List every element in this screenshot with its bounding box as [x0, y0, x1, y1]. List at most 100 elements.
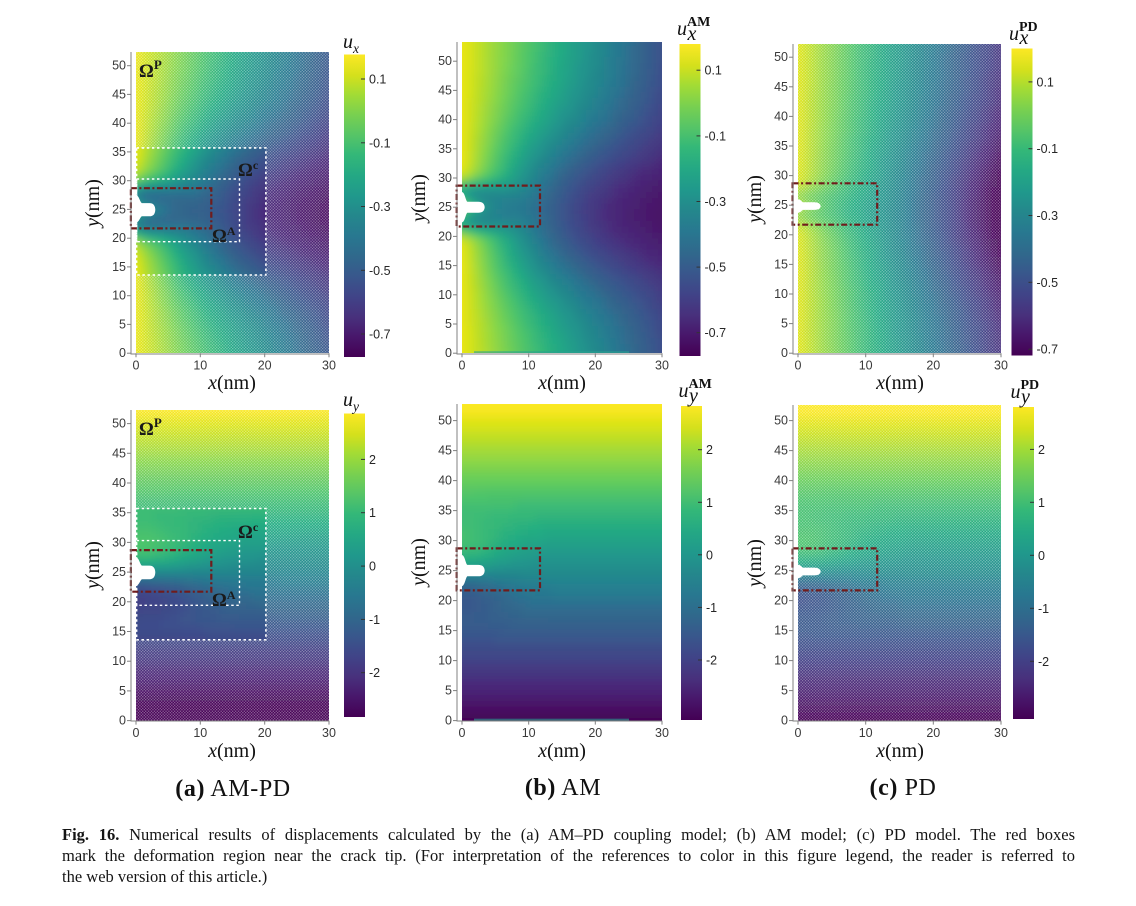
svg-text:50: 50 — [438, 54, 452, 68]
svg-text:15: 15 — [438, 259, 452, 273]
svg-text:15: 15 — [112, 625, 126, 639]
svg-text:40: 40 — [774, 109, 788, 123]
svg-text:20: 20 — [112, 231, 126, 245]
svg-text:-0.1: -0.1 — [1037, 142, 1059, 156]
svg-text:-2: -2 — [1038, 655, 1049, 669]
svg-text:40: 40 — [438, 113, 452, 127]
svg-text:20: 20 — [588, 359, 602, 373]
svg-text:0: 0 — [459, 359, 466, 373]
svg-text:20: 20 — [258, 359, 272, 373]
svg-text:20: 20 — [774, 228, 788, 242]
svg-text:20: 20 — [438, 594, 452, 608]
svg-text:20: 20 — [112, 595, 126, 609]
svg-text:10: 10 — [438, 654, 452, 668]
svg-text:5: 5 — [119, 317, 126, 331]
svg-text:uPD: uPD — [1011, 378, 1040, 403]
svg-text:-1: -1 — [369, 613, 380, 627]
svg-text:30: 30 — [994, 359, 1008, 373]
svg-text:45: 45 — [112, 446, 126, 460]
svg-text:15: 15 — [112, 260, 126, 274]
svg-text:30: 30 — [322, 726, 336, 740]
svg-text:y(nm): y(nm) — [744, 175, 766, 225]
svg-text:45: 45 — [774, 80, 788, 94]
svg-text:0: 0 — [1038, 549, 1045, 563]
svg-text:0: 0 — [795, 359, 802, 373]
svg-text:25: 25 — [774, 564, 788, 578]
svg-text:-0.5: -0.5 — [705, 261, 727, 275]
svg-text:0: 0 — [445, 714, 452, 728]
svg-text:20: 20 — [926, 359, 940, 373]
svg-text:x(nm): x(nm) — [537, 740, 586, 762]
svg-text:25: 25 — [112, 202, 126, 216]
svg-text:y(nm): y(nm) — [408, 174, 430, 224]
svg-text:25: 25 — [112, 565, 126, 579]
svg-text:35: 35 — [112, 506, 126, 520]
svg-text:30: 30 — [774, 534, 788, 548]
svg-text:5: 5 — [781, 684, 788, 698]
svg-text:10: 10 — [522, 359, 536, 373]
svg-text:0: 0 — [119, 346, 126, 360]
svg-text:2: 2 — [706, 443, 713, 457]
svg-text:5: 5 — [119, 684, 126, 698]
svg-text:x(nm): x(nm) — [875, 372, 924, 394]
svg-text:50: 50 — [774, 50, 788, 64]
svg-text:0: 0 — [119, 714, 126, 728]
svg-text:-0.5: -0.5 — [1037, 276, 1059, 290]
svg-text:15: 15 — [774, 257, 788, 271]
svg-text:uAM: uAM — [677, 15, 710, 40]
svg-text:10: 10 — [193, 726, 207, 740]
svg-text:0: 0 — [133, 726, 140, 740]
svg-text:uy: uy — [343, 389, 359, 414]
svg-text:10: 10 — [774, 287, 788, 301]
svg-text:2: 2 — [369, 453, 376, 467]
svg-text:10: 10 — [774, 654, 788, 668]
svg-text:0: 0 — [706, 548, 713, 562]
svg-text:1: 1 — [369, 506, 376, 520]
svg-text:5: 5 — [781, 317, 788, 331]
svg-text:50: 50 — [774, 414, 788, 428]
svg-text:25: 25 — [438, 200, 452, 214]
svg-text:-2: -2 — [369, 666, 380, 680]
svg-text:x(nm): x(nm) — [875, 740, 924, 762]
svg-text:y(nm): y(nm) — [408, 538, 430, 588]
svg-text:30: 30 — [655, 726, 669, 740]
svg-text:25: 25 — [438, 564, 452, 578]
svg-text:0: 0 — [781, 346, 788, 360]
svg-text:0.1: 0.1 — [369, 73, 386, 87]
svg-text:uPD: uPD — [1009, 20, 1038, 45]
svg-text:20: 20 — [438, 229, 452, 243]
svg-text:0.1: 0.1 — [1037, 75, 1054, 89]
svg-text:x(nm): x(nm) — [207, 372, 256, 394]
svg-text:x(nm): x(nm) — [207, 740, 256, 762]
svg-text:10: 10 — [438, 288, 452, 302]
svg-text:20: 20 — [926, 726, 940, 740]
svg-text:uAM: uAM — [679, 377, 712, 402]
svg-text:15: 15 — [438, 624, 452, 638]
svg-text:y: y — [1019, 386, 1030, 408]
svg-text:0: 0 — [445, 346, 452, 360]
svg-text:30: 30 — [994, 726, 1008, 740]
svg-text:-0.3: -0.3 — [705, 195, 727, 209]
svg-text:y: y — [687, 385, 698, 407]
svg-text:-0.7: -0.7 — [1037, 343, 1059, 357]
svg-text:-1: -1 — [706, 601, 717, 615]
svg-text:y(nm): y(nm) — [82, 179, 104, 229]
svg-text:10: 10 — [859, 726, 873, 740]
svg-text:40: 40 — [774, 474, 788, 488]
svg-text:30: 30 — [438, 534, 452, 548]
svg-text:40: 40 — [112, 116, 126, 130]
svg-text:20: 20 — [258, 726, 272, 740]
svg-text:-0.3: -0.3 — [369, 200, 391, 214]
svg-text:30: 30 — [112, 535, 126, 549]
svg-text:30: 30 — [112, 174, 126, 188]
svg-text:-1: -1 — [1038, 602, 1049, 616]
svg-text:5: 5 — [445, 317, 452, 331]
svg-text:y(nm): y(nm) — [744, 539, 766, 589]
svg-text:0: 0 — [781, 714, 788, 728]
svg-text:15: 15 — [774, 624, 788, 638]
svg-text:35: 35 — [438, 142, 452, 156]
svg-text:-0.7: -0.7 — [705, 326, 727, 340]
svg-text:25: 25 — [774, 198, 788, 212]
svg-text:x: x — [687, 23, 697, 45]
svg-text:35: 35 — [774, 139, 788, 153]
